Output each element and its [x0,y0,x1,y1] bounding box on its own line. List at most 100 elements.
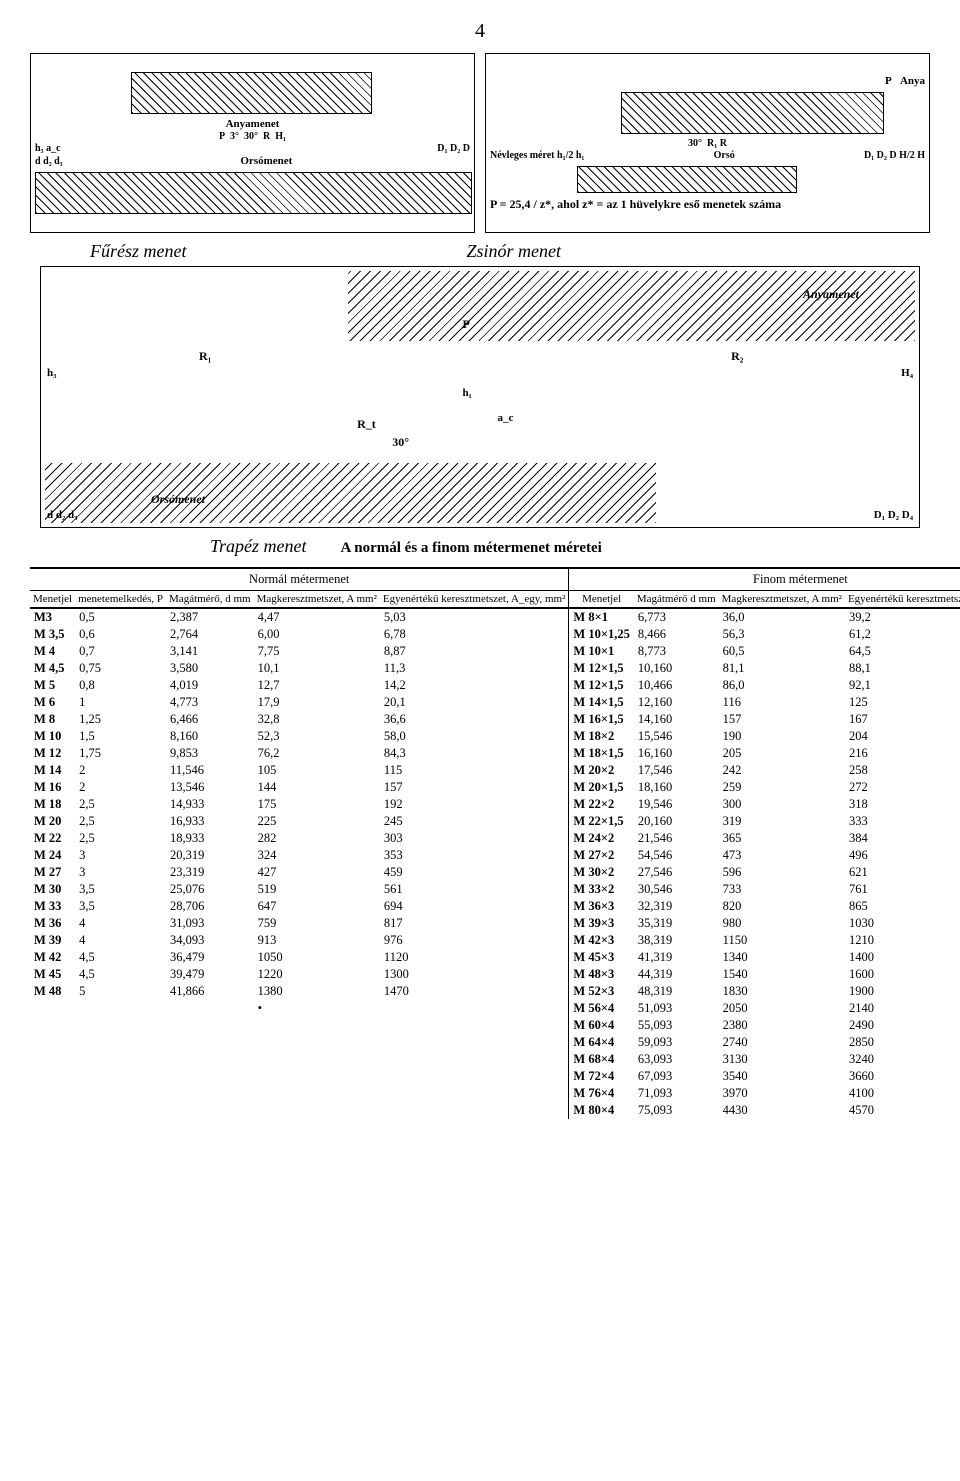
table-cell: 761 [845,881,960,898]
table-cell [254,1034,380,1051]
table-cell: 1300 [380,966,569,983]
table-cell: 12,7 [254,677,380,694]
fig-formula: P = 25,4 / z*, ahol z* = az 1 hüvelykre … [490,197,925,211]
table-cell: 1600 [845,966,960,983]
table-cell [75,1034,166,1051]
table-cell: 0,7 [75,643,166,660]
table-cell: 1470 [380,983,569,1000]
table-cell: M 30×2 [569,864,634,881]
table-cell: 10,160 [634,660,719,677]
table-row: M30,52,3874,475,03M 8×16,77336,039,2 [30,608,960,626]
table-cell: 496 [845,847,960,864]
table-cell: 52,3 [254,728,380,745]
table-cell: M 60×4 [569,1017,634,1034]
table-cell: 365 [719,830,845,847]
table-cell: 1150 [719,932,845,949]
table-cell: 55,093 [634,1017,719,1034]
table-cell: 35,319 [634,915,719,932]
table-cell: M 27 [30,864,75,881]
table-cell: 2,764 [166,626,254,643]
table-cell: 205 [719,745,845,762]
table-cell: 1220 [254,966,380,983]
table-row: M 24320,319324353M 27×254,546473496 [30,847,960,864]
table-cell: M 6 [30,694,75,711]
table-cell: 9,853 [166,745,254,762]
table-cell: 32,8 [254,711,380,728]
table-cell: 4,47 [254,608,380,626]
table-cell: 2,387 [166,608,254,626]
table-cell [254,1102,380,1119]
table-cell: 59,093 [634,1034,719,1051]
fig-label: h₁ [462,387,471,399]
table-cell: 473 [719,847,845,864]
col-header: Magátmérő d mm [634,591,719,609]
table-cell: 3970 [719,1085,845,1102]
table-cell: 0,75 [75,660,166,677]
table-cell [254,1051,380,1068]
table-cell: 4430 [719,1102,845,1119]
table-row: M 72×467,09335403660 [30,1068,960,1085]
table-row: M 27323,319427459M 30×227,546596621 [30,864,960,881]
table-cell: 2850 [845,1034,960,1051]
table-cell: M 10×1,25 [569,626,634,643]
table-cell [75,1085,166,1102]
table-cell: 32,319 [634,898,719,915]
table-cell: M 30 [30,881,75,898]
table-cell: M 4 [30,643,75,660]
table-cell: M 5 [30,677,75,694]
table-cell: 4,5 [75,966,166,983]
table-cell: 2490 [845,1017,960,1034]
table-cell: 2,5 [75,830,166,847]
table-cell: 4 [75,915,166,932]
table-cell: M 20 [30,813,75,830]
table-cell [380,1034,569,1051]
table-cell: 60,5 [719,643,845,660]
table-cell [380,1102,569,1119]
table-cell: 2380 [719,1017,845,1034]
table-cell: 333 [845,813,960,830]
table-cell: 0,8 [75,677,166,694]
table-cell: 20,1 [380,694,569,711]
fig-label: h₃ [47,367,56,379]
table-cell: M 18×1,5 [569,745,634,762]
table-cell: 41,866 [166,983,254,1000]
col-header: menetemelkedés, P [75,591,166,609]
table-cell: 15,546 [634,728,719,745]
table-cell: 61,2 [845,626,960,643]
table-cell: M 33×2 [569,881,634,898]
table-cell: 71,093 [634,1085,719,1102]
table-cell: M 8×1 [569,608,634,626]
table-cell: 242 [719,762,845,779]
table-cell: 561 [380,881,569,898]
table-cell: 759 [254,915,380,932]
page-number: 4 [30,20,930,43]
table-cell: M 56×4 [569,1000,634,1017]
table-cell: 817 [380,915,569,932]
table-cell: M 3,5 [30,626,75,643]
table-cell: 4,019 [166,677,254,694]
table-cell: 8,773 [634,643,719,660]
table-row: M 454,539,47912201300M 48×344,3191540160… [30,966,960,983]
table-cell: M 14 [30,762,75,779]
table-cell: 1,25 [75,711,166,728]
table-cell [75,1000,166,1017]
table-cell: 67,093 [634,1068,719,1085]
table-cell: 980 [719,915,845,932]
table-cell: 30,546 [634,881,719,898]
fig-label: Orsómenet [151,492,205,507]
table-row: M 39434,093913976M 42×338,31911501210 [30,932,960,949]
table-cell: 2 [75,779,166,796]
table-cell: M 20×2 [569,762,634,779]
table-cell: M 42 [30,949,75,966]
table-cell: M 45 [30,966,75,983]
group-header-right: Finom métermenet [569,568,960,591]
table-cell: 34,093 [166,932,254,949]
table-cell: 39,479 [166,966,254,983]
table-cell: 12,160 [634,694,719,711]
table-cell: 324 [254,847,380,864]
table-cell: 19,546 [634,796,719,813]
table-cell: 319 [719,813,845,830]
fig-label: a_c [498,412,514,424]
table-cell: 14,2 [380,677,569,694]
table-cell: 54,546 [634,847,719,864]
